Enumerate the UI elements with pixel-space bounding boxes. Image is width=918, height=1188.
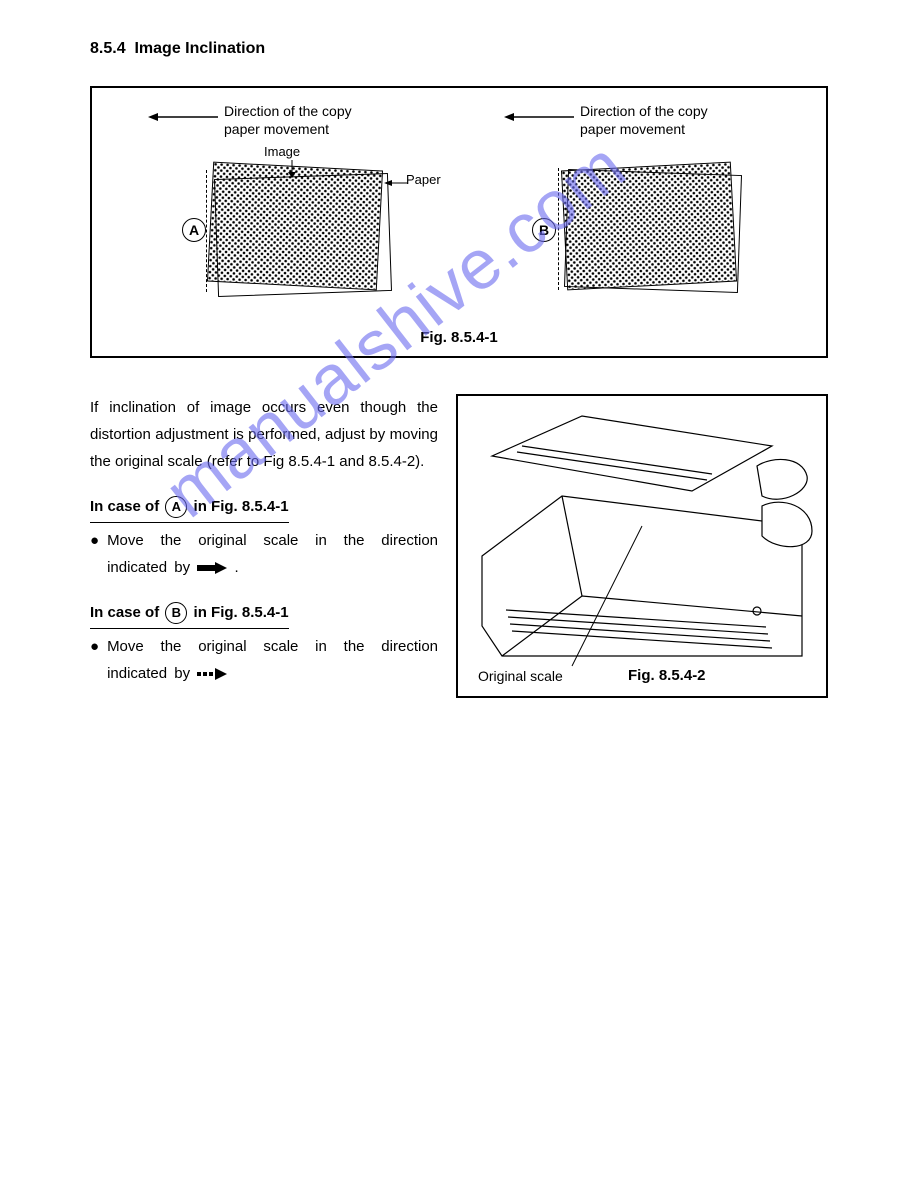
case-a-bullet: ● Move the original scale in the directi… (90, 527, 438, 581)
direction-arrow-a (148, 112, 218, 122)
figure-2-caption: Fig. 8.5.4-2 (628, 667, 706, 684)
marker-a-icon: A (182, 218, 206, 242)
image-hatch-b (561, 162, 737, 291)
section-number: 8.5.4 (90, 40, 126, 57)
case-b-bullet: ● Move the original scale in the directi… (90, 633, 438, 687)
intro-paragraph: If inclination of image occurs even thou… (90, 394, 438, 475)
right-dashed-arrow-icon (197, 668, 227, 680)
paper-pointer-label: Paper (406, 172, 441, 187)
paper-dash-b (558, 168, 569, 290)
figure-2-illustration (458, 396, 826, 696)
text-column: If inclination of image occurs even thou… (90, 394, 438, 698)
figure-1-caption: Fig. 8.5.4-1 (92, 329, 826, 346)
bullet-icon: ● (90, 633, 99, 660)
case-b-heading: In case of B in Fig. 8.5.4-1 (90, 599, 289, 629)
bullet-icon: ● (90, 527, 99, 554)
case-a-marker-icon: A (165, 496, 187, 518)
marker-b-icon: B (532, 218, 556, 242)
image-pointer-label: Image (264, 144, 300, 159)
case-b-marker-icon: B (165, 602, 187, 624)
section-heading: 8.5.4 Image Inclination (90, 40, 828, 58)
right-arrow-icon (197, 562, 227, 574)
direction-label-a: Direction of the copy paper movement (224, 102, 352, 138)
case-a-heading: In case of A in Fig. 8.5.4-1 (90, 493, 289, 523)
image-hatch-a (207, 162, 383, 291)
direction-label-b: Direction of the copy paper movement (580, 102, 708, 138)
figure-1-container: Direction of the copy paper movement Ima… (90, 86, 828, 358)
figure-2-container: Original scale Fig. 8.5.4-2 (456, 394, 828, 698)
paper-dash-a (206, 170, 217, 292)
direction-arrow-b (504, 112, 574, 122)
section-title-text: Image Inclination (134, 40, 265, 57)
original-scale-label: Original scale (478, 668, 563, 684)
